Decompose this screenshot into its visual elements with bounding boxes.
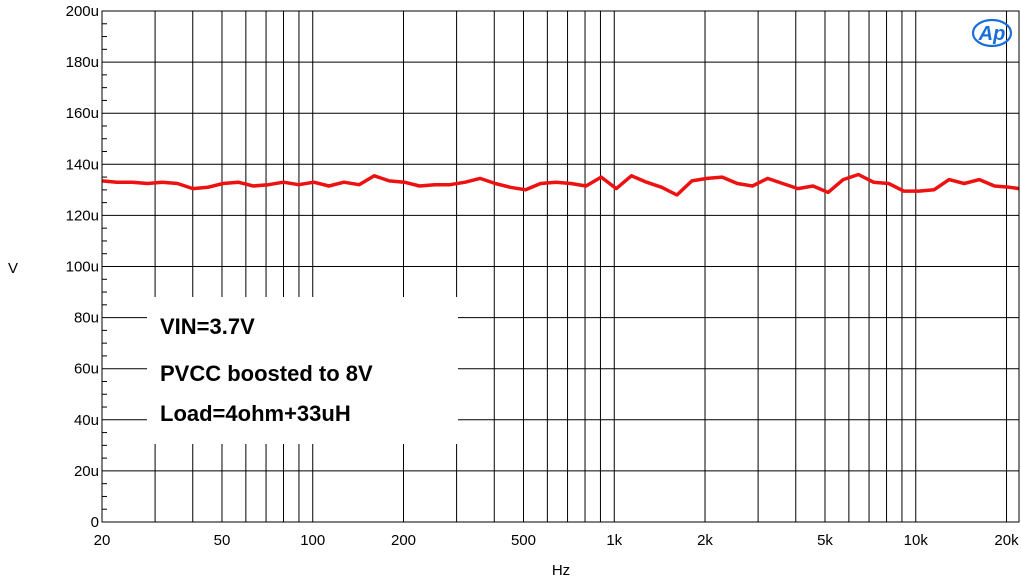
annotation-load: Load=4ohm+33uH xyxy=(160,401,351,426)
x-tick-label: 200 xyxy=(391,532,416,549)
x-tick-label: 20k xyxy=(994,532,1019,549)
x-axis-label: Hz xyxy=(552,562,570,579)
annotation-vin: VIN=3.7V xyxy=(160,314,255,339)
annotation-pvcc: PVCC boosted to 8V xyxy=(160,361,373,386)
y-tick-label: 0 xyxy=(91,514,99,531)
ap-logo: Ap xyxy=(971,18,1013,48)
x-tick-label: 5k xyxy=(817,532,833,549)
grid-lines xyxy=(102,11,1019,522)
y-axis-label: V xyxy=(8,260,18,277)
series-line xyxy=(101,172,1020,197)
y-tick-label: 100u xyxy=(66,259,99,276)
ap-logo-text: Ap xyxy=(978,23,1006,45)
x-tick-label: 1k xyxy=(606,532,622,549)
y-axis-ticks: 0 20u 40u 60u 80u 100u 120u 140u 160u 180u 200u xyxy=(66,3,107,531)
x-tick-label: 10k xyxy=(904,532,929,549)
x-tick-label: 20 xyxy=(94,532,111,549)
x-tick-label: 2k xyxy=(697,532,713,549)
y-tick-label: 120u xyxy=(66,207,99,224)
y-tick-label: 40u xyxy=(74,412,99,429)
series-layer xyxy=(101,172,1020,197)
x-tick-label: 50 xyxy=(214,532,231,549)
y-tick-label: 180u xyxy=(66,54,99,71)
x-tick-label: 100 xyxy=(300,532,325,549)
y-tick-label: 80u xyxy=(74,310,99,327)
annotation-box xyxy=(147,297,458,444)
y-tick-label: 160u xyxy=(66,105,99,122)
x-tick-label: 500 xyxy=(511,532,536,549)
y-tick-label: 140u xyxy=(66,156,99,173)
y-tick-label: 60u xyxy=(74,361,99,378)
plot-frame xyxy=(101,10,1020,523)
y-tick-label: 200u xyxy=(66,3,99,20)
y-tick-label: 20u xyxy=(74,463,99,480)
x-axis-ticks: 20 50 100 200 500 1k 2k 5k 10k 20k xyxy=(94,532,1019,549)
